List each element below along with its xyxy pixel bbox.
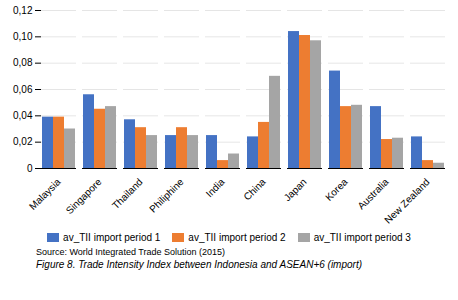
html-text:Figure 8. Trade Intensity Inde: Figure 8. Trade Intensity Index between … — [36, 259, 362, 270]
svg-text:0,08: 0,08 — [13, 57, 33, 68]
svg-text:0,10: 0,10 — [13, 31, 33, 42]
html-text:av_TII import period 2: av_TII import period 2 — [188, 232, 286, 243]
svg-text:Thailand: Thailand — [110, 176, 145, 211]
html-text:Source: World Integrated Trade: Source: World Integrated Trade Solution … — [36, 247, 225, 257]
svg-text:Philiphine: Philiphine — [147, 176, 186, 215]
svg-text:0,02: 0,02 — [13, 136, 33, 147]
svg-text:India: India — [204, 176, 227, 199]
html-text:av_TII import period 3: av_TII import period 3 — [313, 232, 411, 243]
svg-text:0: 0 — [27, 163, 33, 174]
svg-text:0,04: 0,04 — [13, 110, 33, 121]
svg-text:Singapore: Singapore — [64, 176, 104, 216]
svg-text:0,12: 0,12 — [13, 5, 33, 16]
svg-text:0,06: 0,06 — [13, 84, 33, 95]
html-text:av_TII import period 1: av_TII import period 1 — [63, 232, 161, 243]
svg-text:China: China — [241, 176, 268, 203]
svg-text:Japan: Japan — [282, 176, 309, 203]
svg-text:Korea: Korea — [323, 176, 350, 203]
svg-text:Australia: Australia — [355, 176, 391, 212]
svg-text:New Zealand: New Zealand — [382, 176, 431, 225]
svg-text:Malaysia: Malaysia — [27, 176, 63, 212]
